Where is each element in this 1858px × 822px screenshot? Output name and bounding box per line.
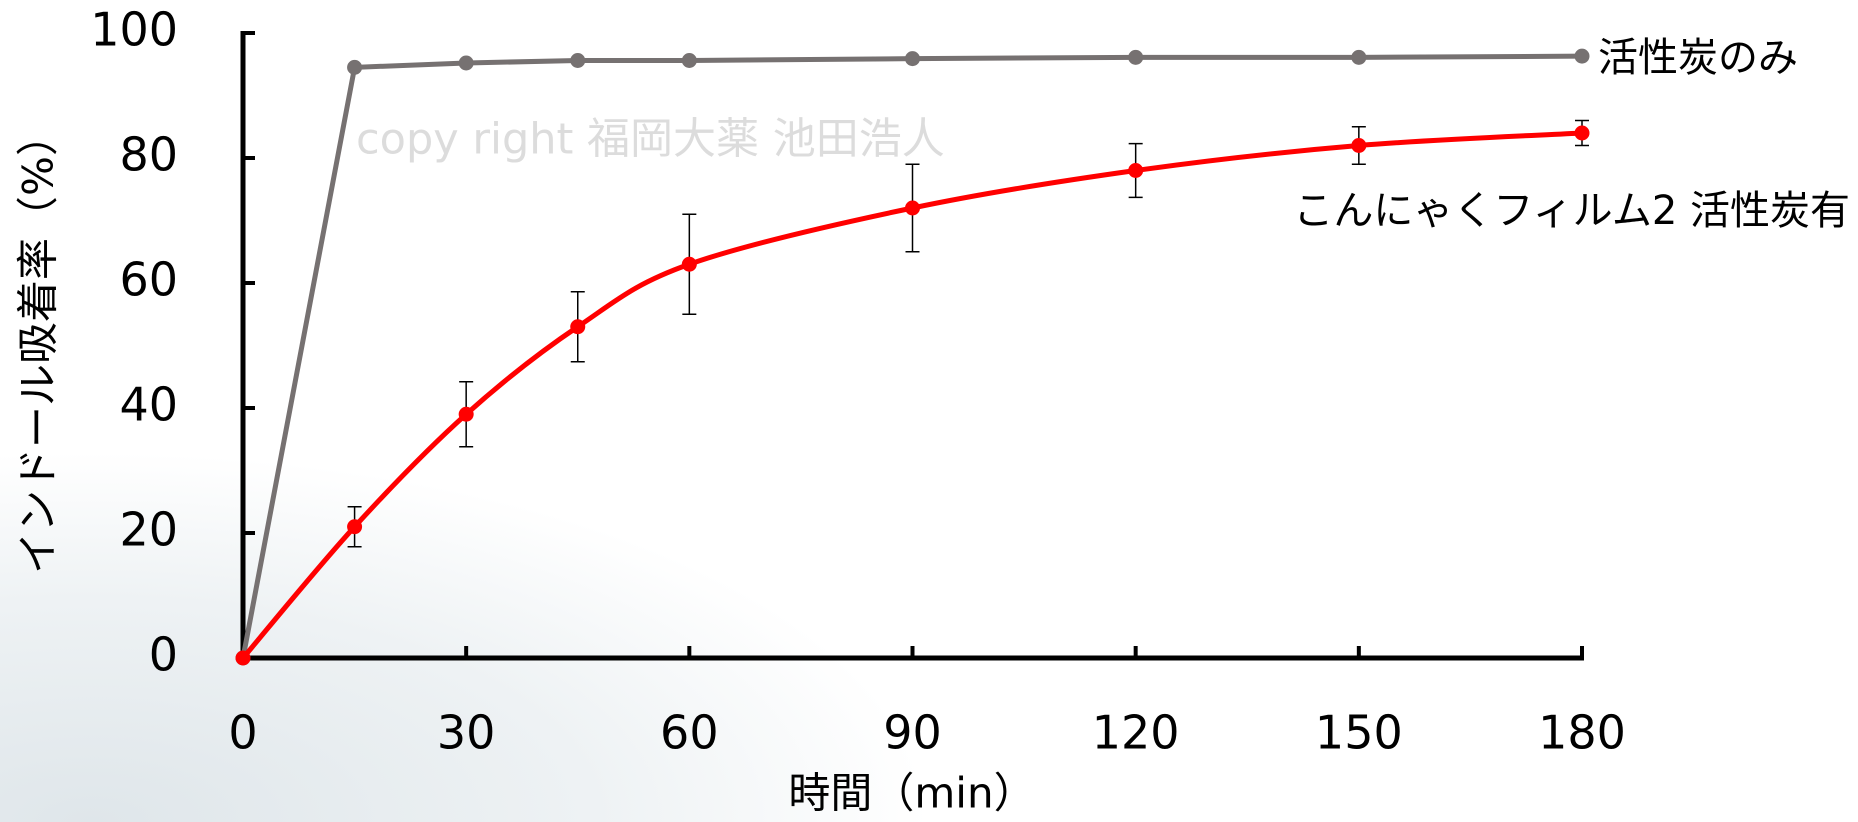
x-tick-label: 0 — [228, 706, 257, 760]
x-tick-label: 30 — [437, 706, 496, 760]
data-point — [1128, 163, 1143, 178]
data-point — [347, 60, 362, 75]
data-point — [1351, 50, 1366, 65]
x-tick-label: 180 — [1538, 706, 1626, 760]
y-tick-label: 100 — [90, 3, 178, 57]
x-tick-label: 60 — [660, 706, 719, 760]
data-point — [1575, 49, 1590, 64]
series-label: こんにゃくフィルム2 活性炭有 — [1293, 188, 1850, 234]
y-tick-label: 20 — [119, 503, 178, 557]
x-tick-label: 90 — [883, 706, 942, 760]
data-point — [459, 56, 474, 71]
data-point — [1351, 138, 1366, 153]
x-tick-label: 120 — [1092, 706, 1180, 760]
data-point — [905, 51, 920, 66]
data-point — [682, 53, 697, 68]
data-point — [459, 407, 474, 422]
data-point — [347, 519, 362, 534]
y-tick-label: 60 — [119, 253, 178, 307]
data-point — [570, 319, 585, 334]
y-tick-label: 0 — [149, 628, 178, 682]
y-tick-label: 40 — [119, 378, 178, 432]
series-label: 活性炭のみ — [1598, 35, 1798, 81]
y-tick-label: 80 — [119, 128, 178, 182]
data-point — [905, 201, 920, 216]
data-point — [1128, 50, 1143, 65]
chart: copy right 福岡大薬 池田浩人 インドール吸着率（%） 時間（min）… — [0, 0, 1858, 822]
data-point — [570, 53, 585, 68]
x-tick-label: 150 — [1315, 706, 1403, 760]
data-point — [682, 257, 697, 272]
data-point — [236, 651, 251, 666]
x-axis-title: 時間（min） — [788, 769, 1035, 818]
data-point — [1575, 126, 1590, 141]
y-axis-title: インドール吸着率（%） — [14, 114, 63, 574]
watermark: copy right 福岡大薬 池田浩人 — [356, 115, 945, 165]
